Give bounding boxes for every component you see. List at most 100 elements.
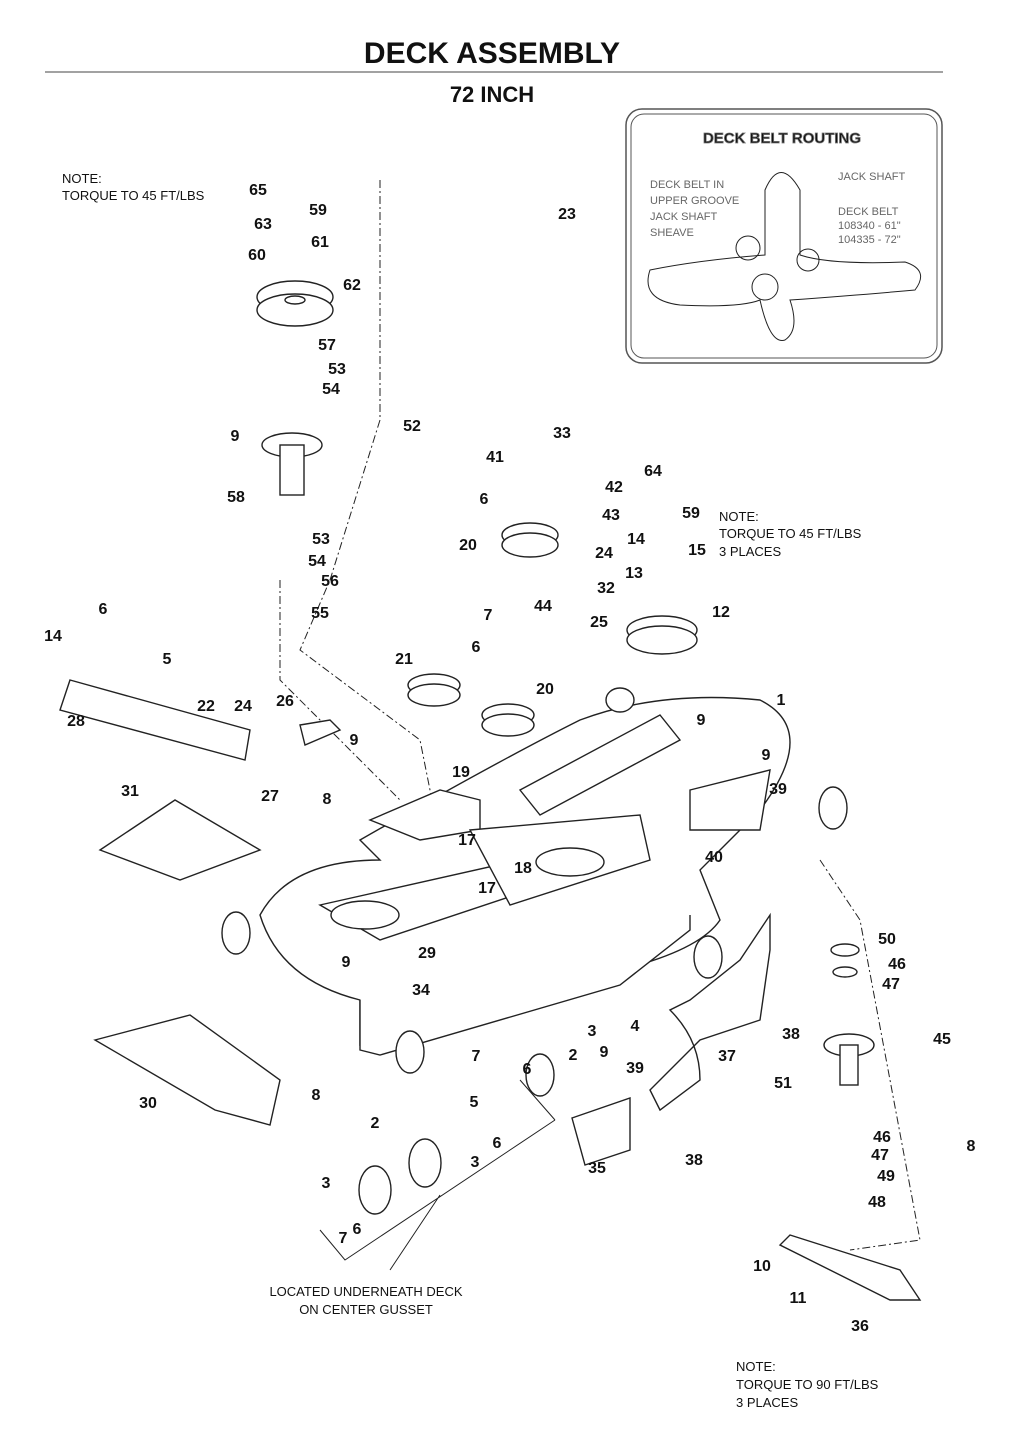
inset-note: SHEAVE bbox=[650, 227, 694, 239]
callout: 6 bbox=[472, 639, 481, 656]
note: 3 PLACES bbox=[736, 1395, 798, 1410]
note: NOTE: bbox=[62, 171, 102, 186]
callout: 31 bbox=[121, 783, 139, 800]
callouts: 6559636160625753545295853545655334164243… bbox=[44, 182, 975, 1335]
callout: 2 bbox=[371, 1115, 380, 1132]
callout: 26 bbox=[276, 693, 294, 710]
callout: 8 bbox=[323, 791, 332, 808]
callout: 14 bbox=[44, 628, 62, 645]
callout: 57 bbox=[318, 337, 336, 354]
callout: 8 bbox=[312, 1087, 321, 1104]
callout: 17 bbox=[458, 832, 476, 849]
callout: 3 bbox=[588, 1023, 597, 1040]
callout: 47 bbox=[871, 1147, 889, 1164]
callout: 50 bbox=[878, 931, 896, 948]
note: TORQUE TO 45 FT/LBS bbox=[62, 188, 205, 203]
callout: 59 bbox=[682, 505, 700, 522]
callout: 33 bbox=[553, 425, 571, 442]
callout: 6 bbox=[493, 1135, 502, 1152]
callout: 7 bbox=[339, 1230, 348, 1247]
callout: 6 bbox=[480, 491, 489, 508]
callout: 9 bbox=[350, 732, 359, 749]
callout: 3 bbox=[322, 1175, 331, 1192]
callout: 7 bbox=[472, 1048, 481, 1065]
note: LOCATED UNDERNEATH DECK bbox=[269, 1284, 462, 1299]
callout: 40 bbox=[705, 849, 723, 866]
inset-note: DECK BELT IN bbox=[650, 179, 724, 191]
callout: 39 bbox=[626, 1060, 644, 1077]
callout: 59 bbox=[309, 202, 327, 219]
callout: 20 bbox=[536, 681, 554, 698]
callout: 44 bbox=[534, 598, 552, 615]
subtitle: 72 INCH bbox=[450, 82, 534, 107]
callout: 9 bbox=[762, 747, 771, 764]
callout: 30 bbox=[139, 1095, 157, 1112]
note: TORQUE TO 90 FT/LBS bbox=[736, 1377, 879, 1392]
callout: 37 bbox=[718, 1048, 736, 1065]
callout: 41 bbox=[486, 449, 504, 466]
callout: 38 bbox=[685, 1152, 703, 1169]
callout: 60 bbox=[248, 247, 266, 264]
callout: 13 bbox=[625, 565, 643, 582]
callout: 27 bbox=[261, 788, 279, 805]
callout: 51 bbox=[774, 1075, 792, 1092]
inset-deck-belt: 108340 - 61" bbox=[838, 220, 901, 232]
callout: 53 bbox=[312, 531, 330, 548]
inset: DECK BELT ROUTING DECK BELT IN UPPER GRO… bbox=[625, 108, 943, 364]
callout: 15 bbox=[688, 542, 706, 559]
callout: 63 bbox=[254, 216, 272, 233]
callout: 34 bbox=[412, 982, 430, 999]
callout: 12 bbox=[712, 604, 730, 621]
callout: 47 bbox=[882, 976, 900, 993]
callout: 9 bbox=[697, 712, 706, 729]
callout: 6 bbox=[523, 1061, 532, 1078]
callout: 24 bbox=[595, 545, 613, 562]
note: NOTE: bbox=[736, 1359, 776, 1374]
callout: 29 bbox=[418, 945, 436, 962]
callout: 3 bbox=[471, 1154, 480, 1171]
callout: 9 bbox=[600, 1044, 609, 1061]
callout: 38 bbox=[782, 1026, 800, 1043]
parts bbox=[59, 180, 922, 1301]
callout: 64 bbox=[644, 463, 662, 480]
callout: 28 bbox=[67, 713, 85, 730]
note: ON CENTER GUSSET bbox=[299, 1302, 433, 1317]
callout: 23 bbox=[558, 206, 576, 223]
callout: 48 bbox=[868, 1194, 886, 1211]
callout: 62 bbox=[343, 277, 361, 294]
title: DECK ASSEMBLY bbox=[364, 37, 620, 70]
callout: 53 bbox=[328, 361, 346, 378]
callout: 54 bbox=[322, 381, 340, 398]
inset-jack-shaft: JACK SHAFT bbox=[838, 171, 906, 183]
callout: 25 bbox=[590, 614, 608, 631]
callout: 5 bbox=[470, 1094, 479, 1111]
callout: 6 bbox=[353, 1221, 362, 1238]
callout: 21 bbox=[395, 651, 413, 668]
callout: 35 bbox=[588, 1160, 606, 1177]
callout: 2 bbox=[569, 1047, 578, 1064]
callout: 46 bbox=[873, 1129, 891, 1146]
note: TORQUE TO 45 FT/LBS bbox=[719, 526, 862, 541]
callout: 36 bbox=[851, 1318, 869, 1335]
callout: 10 bbox=[753, 1258, 771, 1275]
callout: 65 bbox=[249, 182, 267, 199]
callout: 42 bbox=[605, 479, 623, 496]
callout: 22 bbox=[197, 698, 215, 715]
callout: 24 bbox=[234, 698, 252, 715]
inset-title: DECK BELT ROUTING bbox=[703, 130, 861, 147]
callout: 11 bbox=[790, 1290, 807, 1307]
callout: 9 bbox=[231, 428, 240, 445]
callout: 6 bbox=[99, 601, 108, 618]
callout: 19 bbox=[452, 764, 470, 781]
inset-deck-belt: DECK BELT bbox=[838, 206, 899, 218]
callout: 61 bbox=[311, 234, 329, 251]
callout: 8 bbox=[967, 1138, 976, 1155]
callout: 1 bbox=[777, 692, 786, 709]
notes: NOTE: TORQUE TO 45 FT/LBS NOTE: TORQUE T… bbox=[62, 171, 879, 1410]
callout: 49 bbox=[877, 1168, 895, 1185]
callout: 55 bbox=[311, 605, 329, 622]
callout: 43 bbox=[602, 507, 620, 524]
callout: 39 bbox=[769, 781, 787, 798]
callout: 5 bbox=[163, 651, 172, 668]
